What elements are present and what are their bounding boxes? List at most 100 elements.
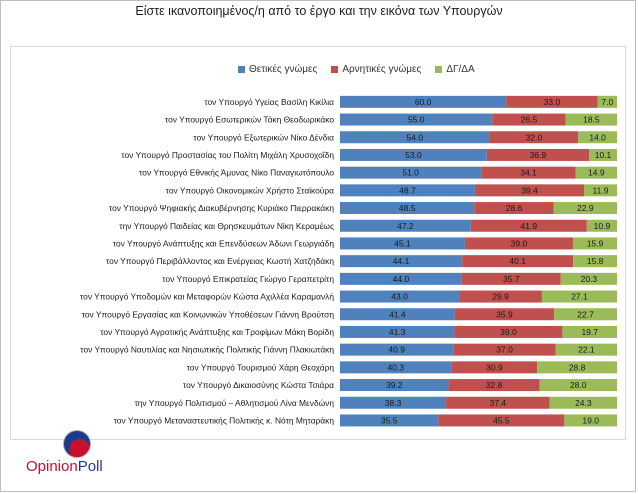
data-label-negative: 35.7 [503,274,520,284]
bar-positive [340,255,463,268]
data-label-negative: 35.9 [496,309,513,319]
data-label-positive: 51.0 [402,168,419,178]
bar-negative [462,255,574,268]
category-label: τον Υπουργό Περιβάλλοντος και Ενέργειας … [106,256,334,266]
category-label: τον Υπουργό Εθνικής Άμυνας Νίκο Παναγιωτ… [139,168,334,178]
data-label-negative: 45.5 [493,415,510,425]
chart-title: Είστε ικανοποιημένος/η από το έργο και τ… [135,4,503,18]
data-label-positive: 39.2 [386,380,403,390]
bar-dk [565,113,617,126]
data-label-positive: 55.0 [408,115,425,125]
data-label-positive: 47.2 [397,221,414,231]
logo-wordmark: OpinionPoll [26,458,103,475]
bar-dk [539,379,617,392]
data-label-dk: 28.8 [569,362,586,372]
legend-swatch-negative [331,66,339,73]
data-label-dk: 10.1 [595,150,612,160]
category-label: τον Υπουργό Αγροτικής Ανάπτυξης και Τροφ… [100,327,334,337]
data-label-dk: 22.7 [577,309,594,319]
bar-negative [448,379,540,392]
data-label-positive: 48.7 [399,185,416,195]
data-label-dk: 22.1 [578,345,595,355]
bar-dk [549,396,617,409]
bar-negative [474,184,585,197]
opinionpoll-logo: OpinionPoll [26,430,136,484]
category-label: τον Υπουργό Δικαιοσύνης Κώστα Τσιάρα [183,380,334,390]
legend-item-dk: ΔΓ/ΔΑ [435,64,475,75]
bar-negative [464,237,573,250]
category-label: τον Υπουργό Ψηφιακής Διακυβέρνησης Κυριά… [109,203,334,213]
bar-negative [454,308,555,321]
data-label-positive: 40.3 [388,362,405,372]
legend-item-negative: Αρνητικές γνώμες [331,64,421,75]
bar-positive [340,113,493,126]
bar-negative [481,166,576,179]
data-label-dk: 7.0 [601,97,613,107]
bar-dk [584,184,617,197]
category-label: τον Υπουργό Υποδομών και Μεταφορών Κώστα… [80,292,334,302]
chart-legend: Θετικές γνώμες Αρνητικές γνώμες ΔΓ/ΔΑ [238,64,475,75]
bar-dk [562,325,617,338]
bar-negative [454,325,563,338]
legend-item-positive: Θετικές γνώμες [238,64,317,75]
data-label-positive: 41.4 [389,309,406,319]
data-label-positive: 54.0 [407,132,424,142]
data-label-positive: 40.9 [388,345,405,355]
category-label: τον Υπουργό Μεταναστευτικής Πολιτικής κ.… [114,415,335,425]
data-label-dk: 20.3 [581,274,598,284]
data-label-dk: 27.1 [571,292,588,302]
bar-dk [560,272,617,285]
bar-dk [553,202,617,215]
data-label-positive: 38.3 [385,398,402,408]
bar-negative [506,95,598,108]
data-label-positive: 44.0 [393,274,410,284]
bar-positive [340,131,490,144]
bar-dk [589,148,617,161]
data-label-negative: 33.0 [544,97,561,107]
data-label-positive: 60.0 [415,97,432,107]
bar-negative [451,361,538,374]
bar-positive [340,396,447,409]
bar-negative [446,396,550,409]
bar-negative [492,113,566,126]
bar-dk [597,95,617,108]
data-label-dk: 28.0 [570,380,587,390]
data-label-dk: 19.0 [582,415,599,425]
bar-dk [578,131,617,144]
legend-label-negative: Αρνητικές γνώμες [342,64,422,75]
data-label-positive: 53.0 [405,150,422,160]
category-label: τον Υπουργό Τουρισμού Χάρη Θεοχάρη [187,362,335,372]
bar-negative [489,131,579,144]
data-label-negative: 29.9 [492,292,509,302]
data-label-positive: 45.1 [394,238,411,248]
bar-dk [541,290,617,303]
category-label: τον Υπουργό Οικονομικών Χρήστο Σταϊκούρα [166,185,335,195]
data-label-negative: 32.8 [486,380,503,390]
data-label-positive: 35.5 [381,415,398,425]
data-label-dk: 10.9 [594,221,611,231]
category-label: την Υπουργό Πολιτισμού – Αθλητισμού Λίνα… [134,398,334,408]
bar-dk [572,237,617,250]
data-label-negative: 39.4 [521,185,538,195]
data-label-dk: 18.5 [583,115,600,125]
data-label-negative: 37.0 [496,345,513,355]
data-label-dk: 15.8 [587,256,604,266]
category-label: την Υπουργό Παιδείας και Θρησκευμάτων Νί… [119,221,334,231]
logo-mark-icon [63,430,91,458]
bar-negative [459,290,542,303]
data-label-negative: 39.0 [500,327,517,337]
bar-positive [340,325,455,338]
bar-positive [340,166,482,179]
data-label-negative: 41.9 [521,221,538,231]
bar-dk [537,361,617,374]
data-label-dk: 15.9 [587,238,604,248]
legend-label-positive: Θετικές γνώμες [249,64,318,75]
bar-dk [575,166,617,179]
bar-negative [486,148,590,161]
bar-positive [340,379,449,392]
bar-positive [340,219,471,232]
bar-dk [555,343,617,356]
bar-negative [461,272,561,285]
bar-dk [564,414,617,427]
